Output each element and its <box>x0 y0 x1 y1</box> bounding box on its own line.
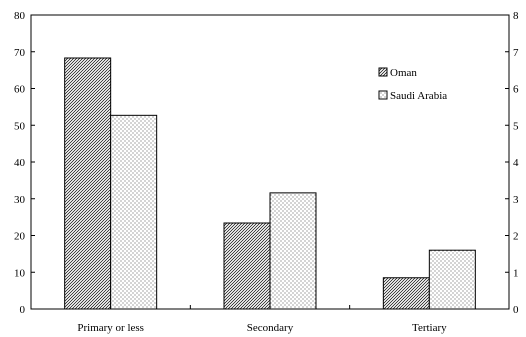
bars-group <box>64 57 476 310</box>
legend-label: Saudi Arabia <box>390 90 447 102</box>
y-tick-label-left: 10 <box>14 267 26 279</box>
y-tick-label-left: 30 <box>14 194 26 206</box>
legend-swatch-oman <box>378 67 388 77</box>
y-tick-label-right: 0 <box>513 304 519 316</box>
y-tick-label-right: 7 <box>513 47 519 59</box>
legend-swatch-saudi-arabia <box>378 90 388 100</box>
y-tick-label-left: 70 <box>14 47 26 59</box>
left-y-axis: 0 10 20 30 40 50 60 70 80 <box>14 10 35 316</box>
y-tick-label-right: 8 <box>513 10 519 22</box>
y-tick-label-left: 20 <box>14 231 26 243</box>
bar-oman <box>382 277 430 310</box>
x-axis: Primary or less Secondary Tertiary <box>77 305 447 334</box>
bar-saudi-arabia <box>269 192 317 310</box>
legend: Oman Saudi Arabia <box>378 67 447 102</box>
y-tick-label-right: 4 <box>513 157 519 169</box>
y-tick-label-left: 50 <box>14 120 26 132</box>
bar-oman <box>64 57 112 310</box>
x-category-label: Tertiary <box>412 322 447 334</box>
x-category-label: Primary or less <box>77 322 144 334</box>
y-tick-label-left: 60 <box>14 84 26 96</box>
legend-label: Oman <box>390 67 417 79</box>
x-category-label: Secondary <box>247 322 294 334</box>
y-tick-label-left: 40 <box>14 157 26 169</box>
y-tick-label-left: 80 <box>14 10 26 22</box>
y-tick-label-left: 0 <box>20 304 26 316</box>
y-tick-label-right: 1 <box>513 267 519 279</box>
y-tick-label-right: 3 <box>513 194 519 206</box>
bar-oman <box>223 222 271 310</box>
y-tick-label-right: 5 <box>513 120 519 132</box>
y-tick-label-right: 6 <box>513 84 519 96</box>
right-y-axis: 0 1 2 3 4 5 6 7 8 <box>505 10 519 316</box>
bar-saudi-arabia <box>110 114 158 310</box>
bar-saudi-arabia <box>428 249 476 310</box>
y-tick-label-right: 2 <box>513 231 519 243</box>
